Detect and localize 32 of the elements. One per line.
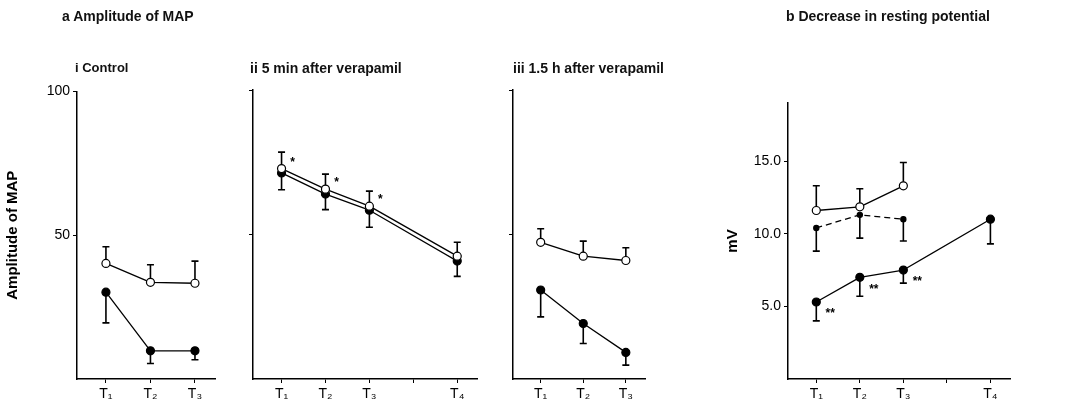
y-tick-label: 5.0 [761,297,782,314]
annotation: ** [825,306,836,321]
annotation: * [334,175,340,190]
x-tick-label: T₁ [274,385,289,402]
x-tick-label: T₂ [576,385,591,402]
y-axis-title: Amplitude of MAP [3,170,21,300]
x-tick-label: T₃ [896,385,911,402]
x-tick-label: T₃ [187,385,203,402]
annotation: * [378,192,384,207]
y-tick-label: 15.0 [753,151,782,168]
x-tick-label: T₂ [143,385,158,402]
chart-title: iii 1.5 h after verapamil [513,60,664,76]
x-tick-label: T₂ [852,385,867,402]
chart-subtitle: i Control [75,60,129,75]
y-tick-label: 50 [54,226,71,243]
x-tick-label: T₁ [809,385,824,402]
x-tick-label: T₃ [618,385,633,402]
y-axis-title: mV [723,229,741,253]
y-tick-label: 10.0 [753,224,782,241]
annotation: ** [912,274,923,289]
y-tick-label: 100 [46,82,71,99]
chart-title: a Amplitude of MAP [62,8,194,24]
annotation: * [290,154,296,169]
x-tick-label: T₂ [318,385,333,402]
x-tick-label: T₃ [362,385,377,402]
x-tick-label: T₁ [534,385,548,402]
x-tick-label: T₁ [99,385,113,402]
x-tick-label: T₄ [983,385,998,402]
x-tick-label: T₄ [450,385,465,402]
chart-title: ii 5 min after verapamil [250,60,402,76]
annotation: ** [869,281,879,296]
chart-title: b Decrease in resting potential [786,8,990,24]
